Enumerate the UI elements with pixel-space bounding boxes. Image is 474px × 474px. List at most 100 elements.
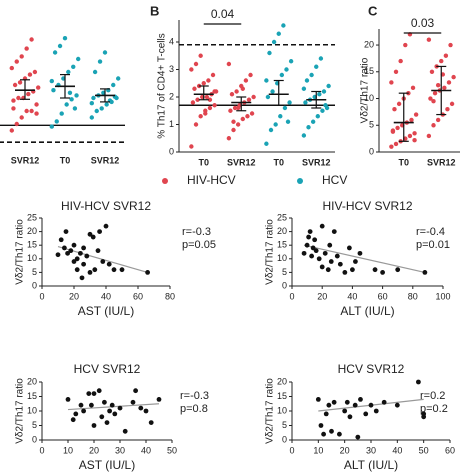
data-point — [79, 275, 85, 281]
y-tick-label: 0 — [282, 434, 287, 444]
data-point — [353, 259, 358, 264]
data-point — [73, 411, 79, 417]
annotation: r=-0.3 — [182, 226, 211, 238]
data-point — [306, 234, 312, 240]
data-point — [322, 250, 328, 256]
data-point — [279, 72, 285, 78]
data-point — [14, 59, 19, 64]
data-point — [328, 259, 334, 264]
data-point — [435, 82, 441, 88]
data-point — [276, 31, 281, 36]
legend-label: HIV-HCV — [187, 173, 236, 187]
data-point — [235, 105, 241, 111]
annotation: p=0.01 — [416, 239, 450, 251]
data-point — [398, 58, 403, 64]
y-axis-label: Vδ2/Th17 ratio — [360, 57, 371, 123]
data-point — [71, 259, 77, 264]
data-point — [143, 408, 149, 414]
data-point — [91, 423, 97, 428]
data-point — [323, 103, 328, 108]
y-tick-label: 15 — [277, 391, 287, 401]
data-point — [394, 402, 400, 408]
y-tick-label: 4 — [169, 36, 174, 46]
data-point — [59, 111, 64, 116]
y-tick-label: 0 — [282, 280, 287, 290]
data-point — [17, 80, 23, 85]
data-point — [103, 223, 109, 229]
data-point — [36, 85, 41, 90]
data-point — [212, 89, 217, 94]
data-point — [96, 388, 102, 394]
data-point — [71, 242, 77, 248]
data-point — [421, 411, 427, 417]
y-tick-label: 15 — [27, 391, 37, 401]
data-point — [70, 417, 76, 423]
y-tick-label: 10 — [277, 253, 287, 263]
data-point — [342, 408, 348, 414]
legend-marker — [162, 178, 168, 184]
data-point — [133, 388, 139, 394]
data-point — [285, 119, 291, 124]
data-point — [109, 402, 115, 408]
y-tick-label: 5 — [369, 120, 374, 130]
data-point — [99, 106, 104, 111]
data-point — [62, 36, 68, 41]
data-point — [234, 89, 239, 94]
x-tick-label: 50 — [167, 445, 177, 455]
data-point — [426, 133, 432, 139]
data-point — [264, 141, 269, 146]
data-point — [416, 379, 421, 385]
data-point — [287, 100, 292, 105]
x-tick-label: SVR12 — [11, 155, 40, 165]
y-tick-label: 3 — [169, 64, 174, 74]
chart-title: HCV SVR12 — [338, 362, 405, 376]
data-point — [352, 402, 358, 408]
data-point — [315, 114, 320, 119]
data-point — [248, 72, 253, 78]
data-point — [316, 256, 322, 262]
chart-title: HCV SVR12 — [74, 362, 141, 376]
data-point — [319, 264, 325, 270]
data-point — [451, 74, 456, 80]
x-tick-label: 10 — [63, 445, 73, 455]
data-point — [318, 423, 324, 428]
data-point — [372, 267, 378, 273]
y-tick-label: 0 — [169, 146, 174, 156]
y-tick-label: 15 — [27, 240, 37, 250]
data-point — [207, 105, 213, 111]
data-point — [395, 125, 400, 131]
data-point — [32, 69, 38, 75]
data-point — [145, 270, 151, 275]
x-tick-label: 20 — [317, 291, 327, 301]
x-tick-label: 60 — [378, 291, 388, 301]
data-point — [246, 97, 252, 102]
data-point — [232, 105, 238, 111]
data-point — [111, 82, 116, 88]
data-point — [350, 267, 355, 273]
data-point — [429, 69, 435, 74]
data-point — [107, 408, 112, 414]
x-tick-label: 100 — [435, 291, 450, 301]
y-tick-label: 0 — [32, 434, 37, 444]
data-point — [52, 50, 58, 55]
x-tick-label: 0 — [289, 445, 294, 455]
data-point — [412, 131, 417, 136]
data-point — [326, 402, 332, 408]
data-point — [112, 411, 118, 417]
y-tick-label: 0 — [369, 146, 374, 156]
data-point — [413, 112, 419, 117]
data-point — [84, 253, 90, 259]
data-point — [243, 78, 249, 83]
data-point — [357, 250, 363, 256]
data-point — [431, 123, 436, 128]
data-point — [439, 58, 444, 64]
data-point — [273, 122, 278, 127]
data-point — [119, 267, 125, 273]
y-tick-label: 20 — [27, 376, 37, 386]
data-point — [97, 59, 103, 64]
data-point — [318, 56, 324, 61]
data-point — [69, 97, 74, 102]
data-point — [393, 141, 399, 147]
data-point — [281, 23, 286, 28]
